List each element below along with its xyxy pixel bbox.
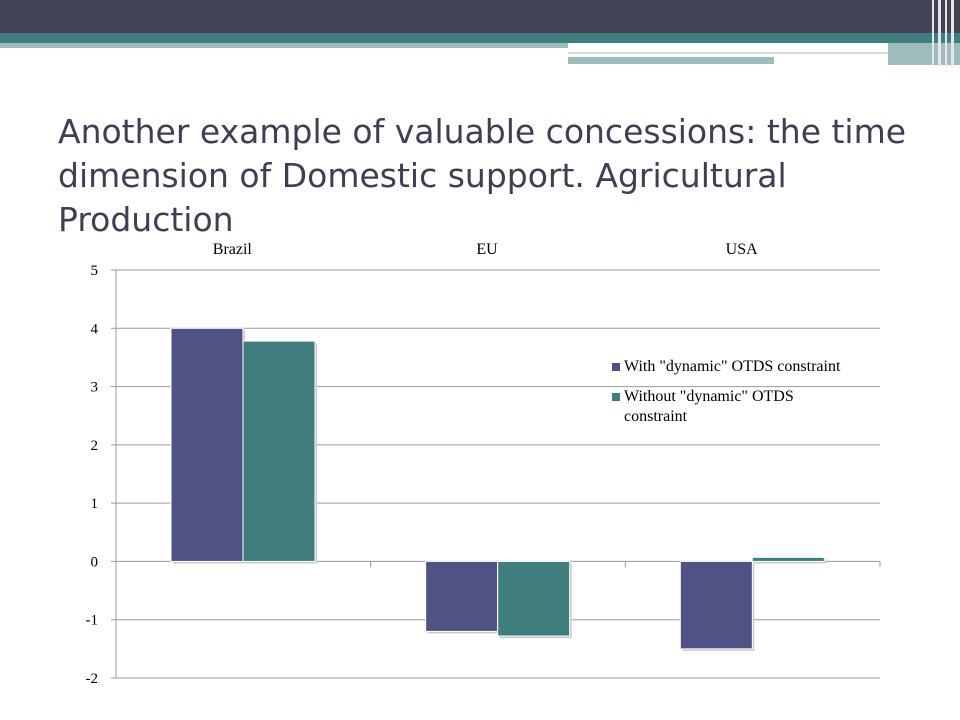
y-tick-label: 0 <box>91 554 99 570</box>
accent-stripe <box>568 57 774 64</box>
y-tick-label: 4 <box>91 321 99 337</box>
accent-stripe <box>0 43 568 48</box>
y-tick-label: 5 <box>91 263 99 279</box>
y-tick-label: -2 <box>86 671 99 687</box>
legend-item-with: With "dynamic" OTDS constraint <box>612 357 852 377</box>
legend-swatch <box>612 363 620 371</box>
legend-item-without: Without "dynamic" OTDS constraint <box>612 387 852 427</box>
accent-stripe <box>888 43 960 65</box>
bar <box>679 560 753 650</box>
y-tick-label: 2 <box>91 438 99 454</box>
corner-decoration <box>928 0 960 66</box>
bar <box>170 327 244 562</box>
y-tick-label: 3 <box>91 380 99 396</box>
y-tick-label: -1 <box>86 613 99 629</box>
chart-legend: With "dynamic" OTDS constraint Without "… <box>612 357 852 437</box>
bar <box>425 560 499 632</box>
category-label: EU <box>476 241 498 258</box>
category-label: USA <box>726 241 758 258</box>
category-label: Brazil <box>213 241 253 258</box>
bar <box>497 560 571 637</box>
bar <box>751 556 825 562</box>
header-bar <box>0 0 960 33</box>
y-tick-label: 1 <box>91 496 99 512</box>
slide-title: Another example of valuable concessions:… <box>58 112 907 239</box>
accent-stripe <box>568 52 888 54</box>
legend-label: Without "dynamic" OTDS constraint <box>624 388 794 425</box>
bar <box>242 340 316 562</box>
accent-bar <box>0 33 960 43</box>
legend-label: With "dynamic" OTDS constraint <box>624 358 841 375</box>
legend-swatch <box>612 393 620 401</box>
